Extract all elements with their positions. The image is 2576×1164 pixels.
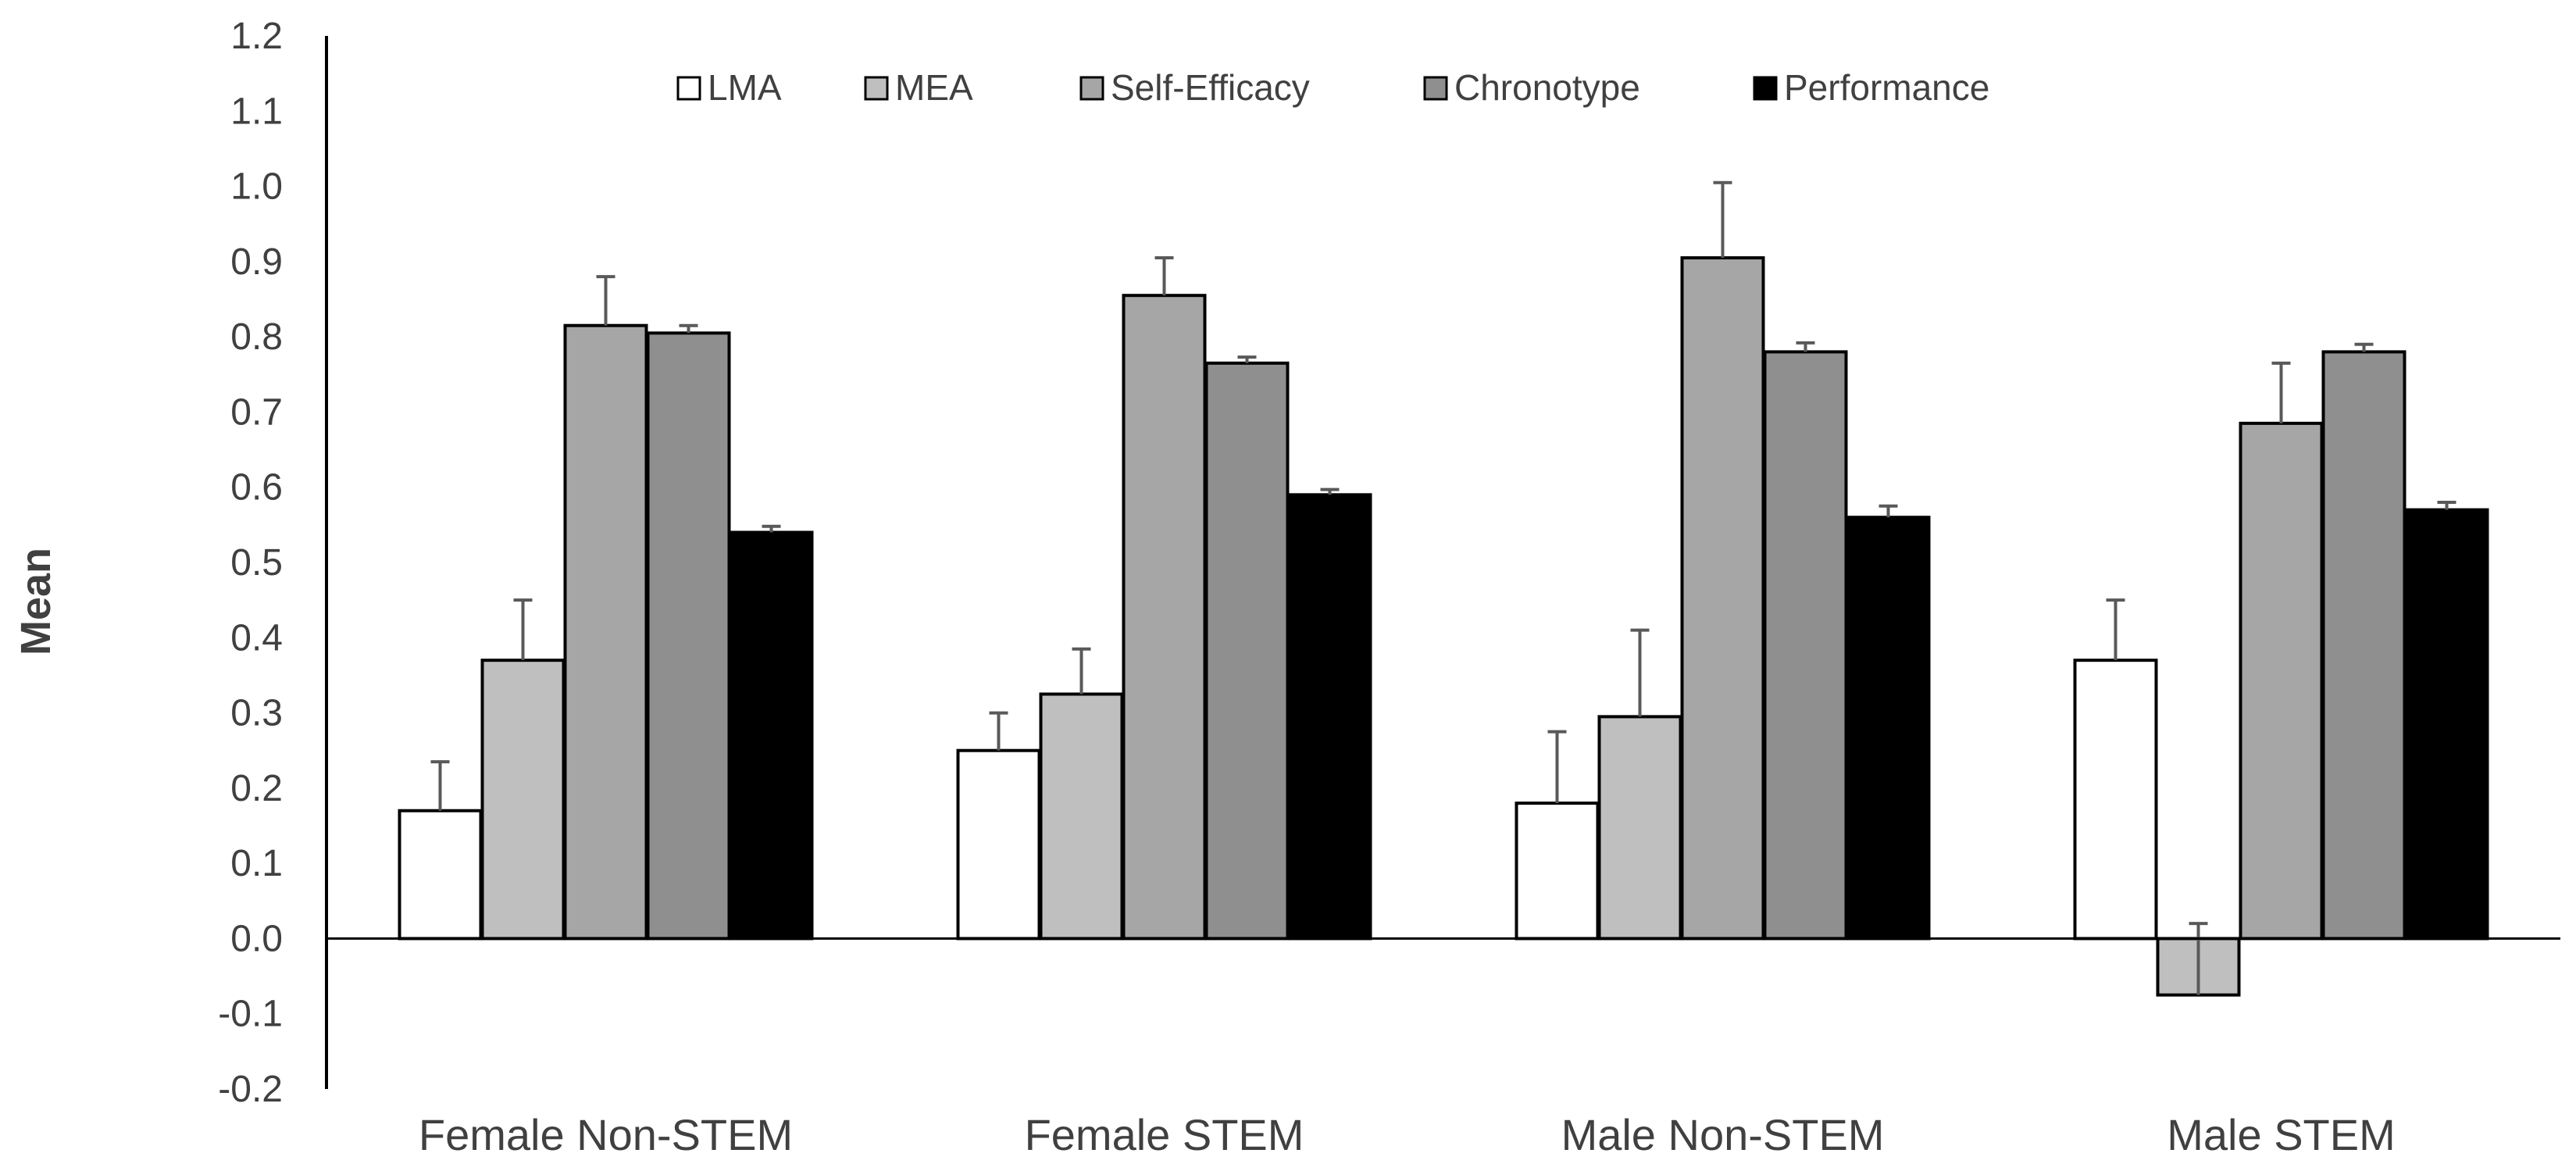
error-bars <box>430 180 2456 995</box>
y-tick-label: 0.2 <box>230 768 283 809</box>
bar-self-efficacy-0 <box>563 323 648 941</box>
bar-self-efficacy-2 <box>1680 256 1765 941</box>
legend-label: Performance <box>1784 67 1989 108</box>
x-category-label: Male Non-STEM <box>1561 1110 1885 1159</box>
y-tick-label: 0.3 <box>230 693 283 734</box>
legend-swatch-lma <box>676 76 701 101</box>
legend-label: LMA <box>708 67 782 108</box>
bar-lma-1 <box>956 748 1041 941</box>
bar-lma-0 <box>398 809 483 941</box>
legend-label: MEA <box>895 67 973 108</box>
bar-lma-2 <box>1515 802 1600 941</box>
y-tick-label: 0.9 <box>230 241 283 283</box>
y-tick-label: 0.8 <box>230 316 283 358</box>
bar-chronotype-2 <box>1763 350 1848 941</box>
x-category-label: Female Non-STEM <box>419 1110 793 1159</box>
x-axis-labels: Female Non-STEM Female STEM Male Non-STEM M… <box>419 1110 2396 1159</box>
y-tick-label: 0.0 <box>230 918 283 959</box>
legend-swatch-self-efficacy <box>1079 76 1104 101</box>
x-category-label: Male STEM <box>2167 1110 2396 1159</box>
bar-performance-3 <box>2404 508 2489 941</box>
bar-performance-1 <box>1287 493 1372 941</box>
legend-label: Self-Efficacy <box>1111 67 1310 108</box>
bar-performance-2 <box>1846 516 1931 941</box>
bar-self-efficacy-3 <box>2239 421 2324 941</box>
y-tick-label: 1.0 <box>230 166 283 208</box>
x-category-label: Female STEM <box>1025 1110 1304 1159</box>
bar-lma-3 <box>2073 659 2158 941</box>
y-tick-label: 0.7 <box>230 391 283 433</box>
y-axis-ticks: -0.2 -0.1 0.0 0.1 0.2 0.3 0.4 0.5 0.6 0.7 0.8 0.9 1.… <box>218 16 283 1110</box>
y-tick-label: 0.5 <box>230 542 283 584</box>
y-tick-label: -0.1 <box>218 994 283 1035</box>
bar-mea-1 <box>1039 692 1124 941</box>
bar-performance-0 <box>729 530 814 941</box>
legend-label: Chronotype <box>1454 67 1640 108</box>
legend-swatch-mea <box>864 76 889 101</box>
bar-chronotype-1 <box>1204 361 1290 941</box>
bar-chronotype-3 <box>2321 350 2407 941</box>
y-tick-label: 0.4 <box>230 617 283 659</box>
y-axis-title: Mean <box>12 548 59 655</box>
bar-mea-2 <box>1597 715 1682 941</box>
bars <box>398 256 2489 997</box>
y-tick-label: 0.1 <box>230 843 283 884</box>
y-tick-label: -0.2 <box>218 1069 283 1110</box>
bar-chronotype-0 <box>646 331 731 941</box>
y-tick-label: 1.2 <box>230 16 283 57</box>
bar-mea-0 <box>480 659 566 941</box>
legend-swatch-chronotype <box>1423 76 1448 101</box>
legend-swatch-performance <box>1753 76 1778 101</box>
legend: LMA MEA Self-Efficacy Chronotype Performance <box>676 67 1989 108</box>
bar-self-efficacy-1 <box>1122 294 1207 941</box>
y-tick-label: 1.1 <box>230 91 283 132</box>
y-tick-label: 0.6 <box>230 467 283 509</box>
